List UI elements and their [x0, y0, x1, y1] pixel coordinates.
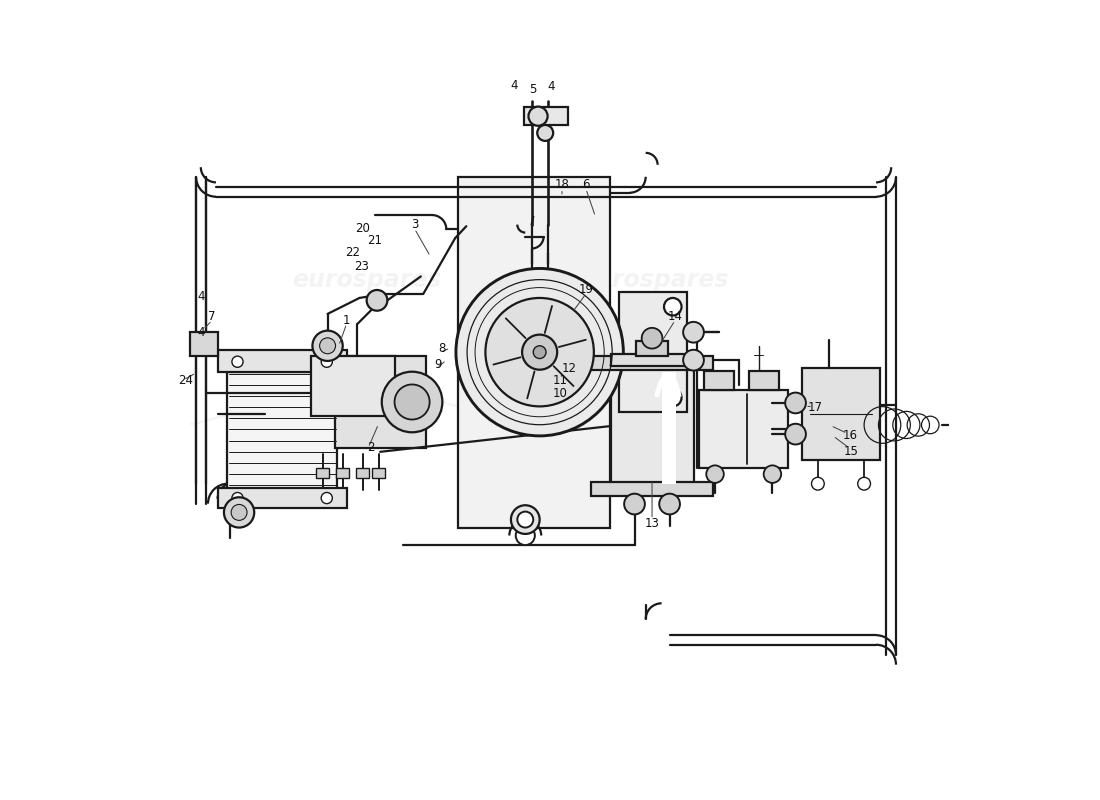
Bar [749, 370, 780, 390]
Bar [802, 368, 880, 460]
Text: eurospares: eurospares [292, 404, 441, 428]
Circle shape [312, 330, 343, 361]
Circle shape [785, 393, 806, 414]
Text: 16: 16 [843, 430, 857, 442]
Text: 4: 4 [548, 80, 556, 93]
Text: eurospares: eurospares [579, 269, 728, 293]
Bar [619, 292, 688, 412]
Circle shape [664, 389, 682, 406]
Circle shape [224, 498, 254, 527]
Text: 3: 3 [410, 218, 418, 231]
Circle shape [812, 478, 824, 490]
Bar [317, 468, 329, 478]
Circle shape [537, 125, 553, 141]
Text: 23: 23 [354, 259, 370, 273]
Text: 13: 13 [645, 517, 660, 530]
Circle shape [528, 106, 548, 126]
Bar [700, 390, 789, 468]
Bar [661, 372, 676, 483]
Circle shape [321, 356, 332, 367]
Text: 9: 9 [434, 358, 442, 370]
Circle shape [232, 493, 243, 504]
Text: 22: 22 [345, 246, 361, 259]
Circle shape [485, 298, 594, 406]
Circle shape [366, 290, 387, 310]
Circle shape [785, 424, 806, 445]
Bar [591, 482, 714, 496]
Circle shape [641, 328, 662, 349]
Text: eurospares: eurospares [579, 404, 728, 428]
Bar [524, 107, 568, 125]
Circle shape [395, 385, 430, 419]
Circle shape [763, 466, 781, 483]
Bar [356, 468, 369, 478]
Circle shape [683, 322, 704, 342]
Circle shape [231, 505, 248, 520]
Circle shape [382, 372, 442, 432]
Text: 1: 1 [343, 314, 351, 326]
Text: 8: 8 [439, 342, 447, 354]
Circle shape [858, 478, 870, 490]
Bar [311, 356, 395, 416]
Bar [636, 342, 668, 356]
Text: 4: 4 [197, 326, 205, 338]
Bar [610, 354, 693, 366]
Text: 17: 17 [807, 402, 822, 414]
Text: 4: 4 [197, 290, 205, 303]
Circle shape [957, 418, 971, 432]
Text: 12: 12 [562, 362, 576, 374]
Bar [372, 468, 385, 478]
Circle shape [510, 506, 540, 534]
Text: 15: 15 [844, 446, 859, 458]
Circle shape [664, 298, 682, 315]
Circle shape [624, 494, 645, 514]
Circle shape [455, 269, 624, 436]
Bar [704, 370, 734, 390]
Text: 21: 21 [367, 234, 382, 247]
Circle shape [321, 493, 332, 504]
Circle shape [232, 356, 243, 367]
Text: 19: 19 [579, 283, 593, 297]
Bar [610, 366, 693, 490]
Bar [337, 468, 349, 478]
Text: 24: 24 [178, 374, 194, 386]
Text: 7: 7 [208, 310, 216, 322]
Text: eurospares: eurospares [292, 269, 441, 293]
Text: 5: 5 [529, 82, 536, 95]
Text: 14: 14 [668, 310, 683, 322]
Circle shape [517, 512, 534, 527]
Bar [218, 350, 346, 372]
Text: 2: 2 [367, 442, 374, 454]
Circle shape [659, 494, 680, 514]
Text: 20: 20 [355, 222, 370, 235]
Text: 11: 11 [553, 374, 568, 387]
Circle shape [683, 350, 704, 370]
Text: 4: 4 [510, 78, 518, 91]
Circle shape [534, 346, 546, 358]
Circle shape [706, 466, 724, 483]
Bar [334, 356, 427, 448]
Bar [459, 177, 609, 527]
Bar [190, 332, 218, 356]
Circle shape [516, 526, 535, 545]
Bar [218, 488, 346, 508]
Text: 18: 18 [554, 178, 570, 191]
Bar [591, 356, 714, 370]
Bar [227, 372, 337, 490]
Circle shape [320, 338, 336, 354]
Text: 6: 6 [582, 178, 590, 191]
Text: 10: 10 [553, 387, 568, 400]
Circle shape [522, 334, 558, 370]
